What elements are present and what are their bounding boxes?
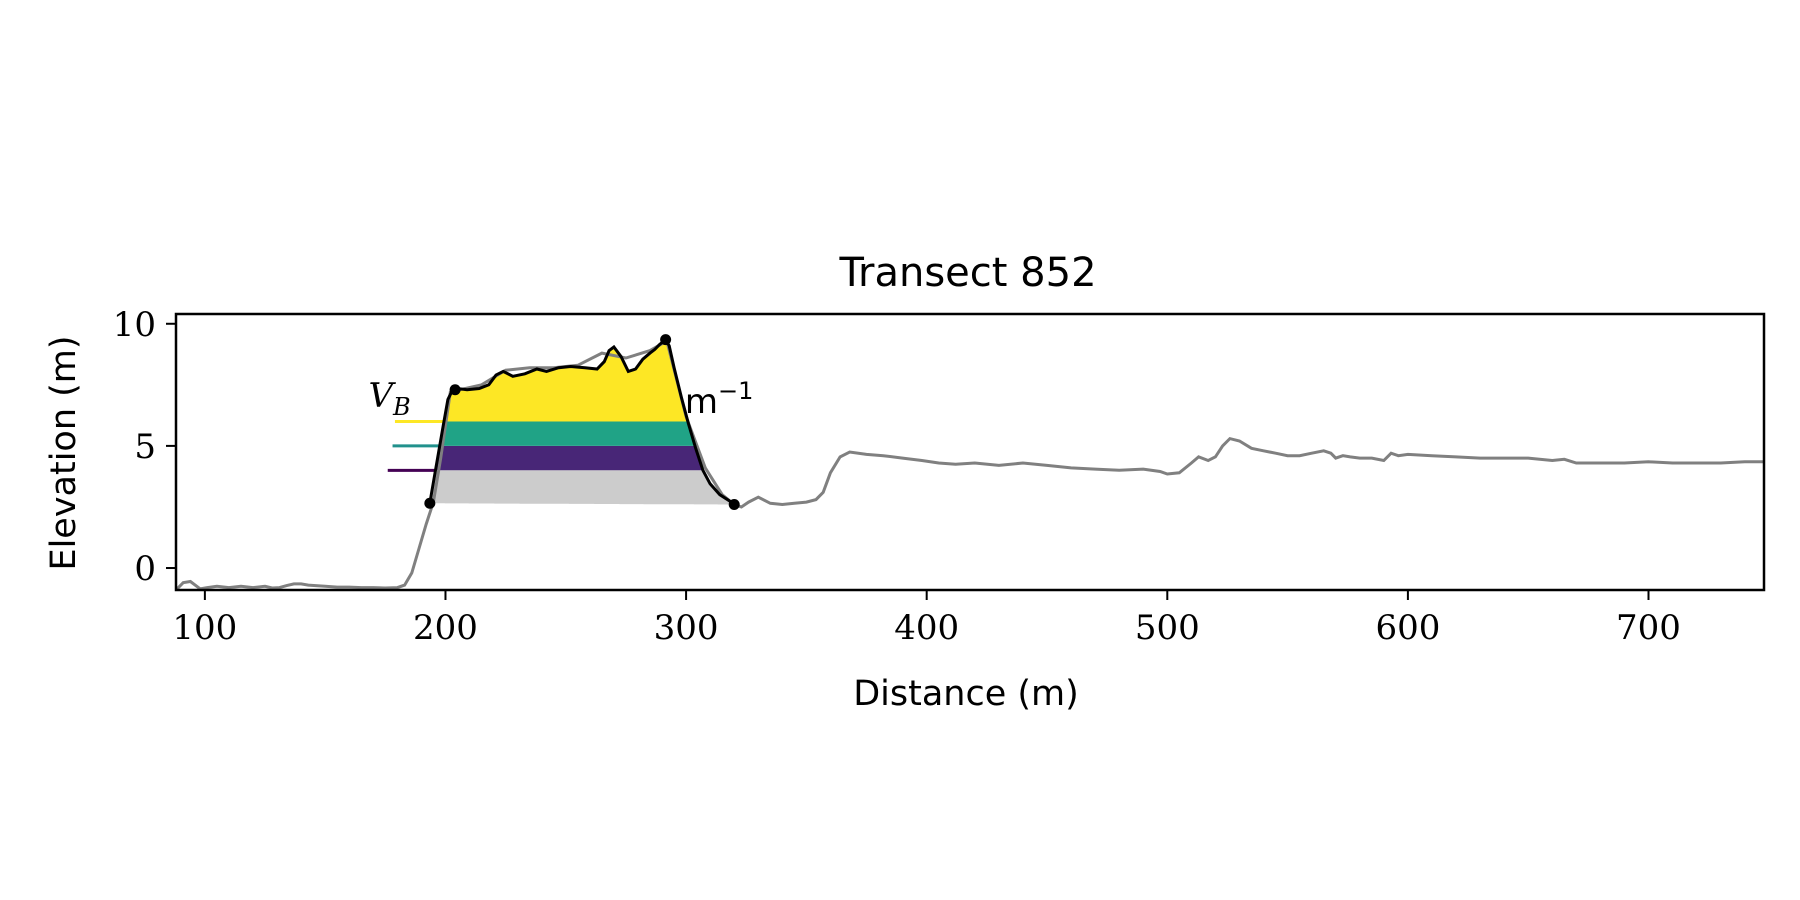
y-tick-label: 10 [113, 305, 156, 345]
annotation-right-main: m [685, 382, 718, 422]
key-point-4 [728, 499, 740, 511]
x-tick-label: 400 [894, 608, 959, 648]
x-tick-label: 200 [413, 608, 478, 648]
x-tick-label: 500 [1135, 608, 1200, 648]
annotation-left: VB [368, 376, 410, 421]
x-tick-label: 100 [172, 608, 237, 648]
annotations: VB m−1 [368, 376, 753, 422]
plot-area: VB m−1 100 200 300 400 500 600 700 0 5 10 [113, 305, 1766, 648]
x-axis-ticks: 100 200 300 400 500 600 700 [172, 590, 1681, 648]
y-axis-ticks: 0 5 10 [113, 305, 176, 589]
key-point-1 [424, 497, 436, 509]
x-tick-label: 300 [654, 608, 719, 648]
x-tick-label: 700 [1616, 608, 1681, 648]
band-fill-2 [440, 421, 695, 446]
base-fill [431, 470, 733, 505]
band-fill-3 [444, 339, 688, 422]
y-axis-label: Elevation (m) [44, 335, 84, 570]
dune-fill-layers [387, 339, 733, 505]
series-lines [176, 337, 1764, 590]
x-tick-label: 600 [1375, 608, 1440, 648]
y-tick-label: 5 [134, 427, 156, 467]
band-fill-1 [435, 445, 702, 471]
key-point-2 [449, 384, 461, 396]
annotation-right: m−1 [685, 377, 754, 422]
annotation-right-exponent: −1 [718, 377, 753, 405]
x-axis-label: Distance (m) [853, 674, 1079, 714]
profile-line [176, 338, 1764, 590]
key-point-markers [424, 334, 740, 511]
y-tick-label: 0 [134, 549, 156, 589]
dune-outline-line [428, 337, 736, 506]
annotation-left-main: V [368, 376, 396, 416]
chart-title: Transect 852 [838, 250, 1096, 296]
annotation-left-sub: B [392, 393, 411, 421]
key-point-3 [660, 334, 672, 346]
plot-frame [174, 312, 1766, 592]
